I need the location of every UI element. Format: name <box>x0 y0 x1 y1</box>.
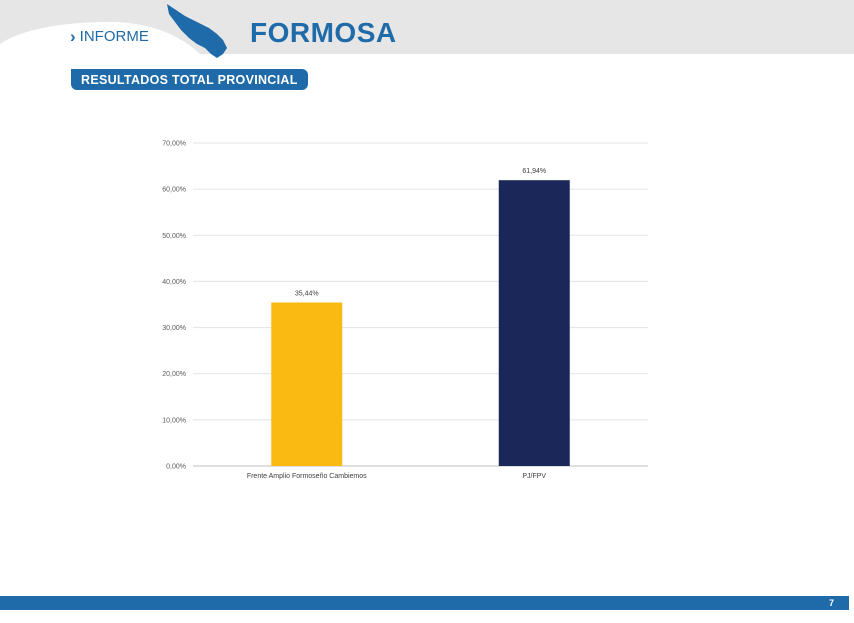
y-tick-label: 20,00% <box>162 371 186 378</box>
y-tick-label: 50,00% <box>162 233 186 240</box>
header-swoosh <box>0 22 200 54</box>
y-tick-label: 10,00% <box>162 417 186 424</box>
bar <box>271 302 343 466</box>
informe-label: › INFORME <box>70 25 149 47</box>
results-badge: RESULTADOS TOTAL PROVINCIAL <box>71 69 308 90</box>
bar <box>498 180 570 466</box>
y-tick-label: 30,00% <box>162 325 186 332</box>
footer-bar <box>0 596 849 610</box>
page-number: 7 <box>828 598 834 608</box>
y-tick-label: 0,00% <box>166 464 186 471</box>
y-tick-label: 40,00% <box>162 279 186 286</box>
informe-text: INFORME <box>79 27 149 45</box>
data-label: 35,44% <box>295 290 319 297</box>
x-tick-label: PJ/FPV <box>522 473 546 480</box>
chevron-right-icon: › <box>70 26 76 46</box>
y-tick-label: 60,00% <box>162 187 186 194</box>
province-title: FORMOSA <box>250 17 397 48</box>
province-map-icon <box>167 4 227 58</box>
y-tick-label: 70,00% <box>162 141 186 148</box>
data-label: 61,94% <box>522 168 546 175</box>
x-tick-label: Frente Amplio Formoseño Cambiemos <box>247 473 367 480</box>
